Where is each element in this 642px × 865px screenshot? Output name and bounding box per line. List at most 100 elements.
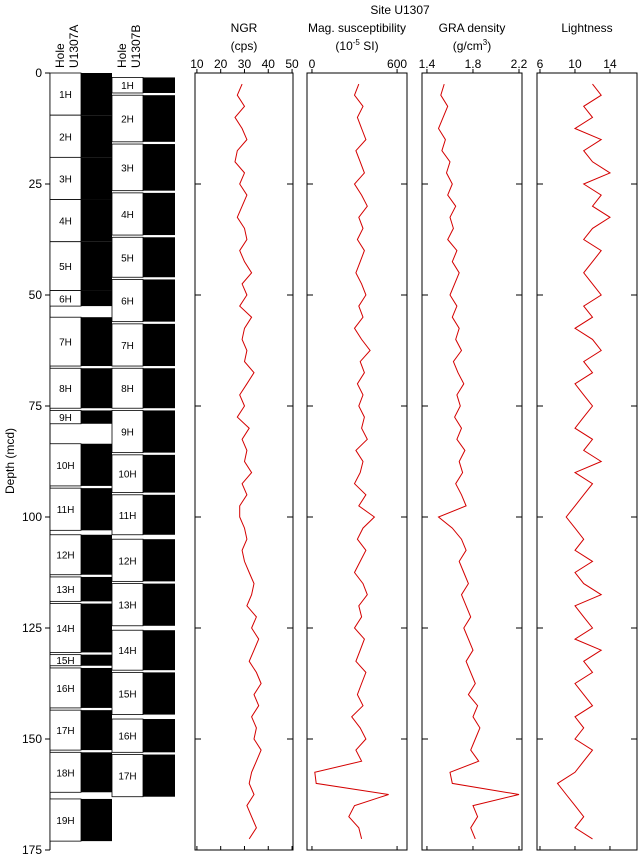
- hole-header: U1307A: [67, 25, 81, 68]
- core-box: [111, 629, 144, 671]
- core-recovery: [81, 576, 112, 602]
- core-box: [111, 323, 144, 367]
- core-label: 5H: [59, 262, 72, 273]
- core-recovery: [143, 77, 175, 93]
- core-recovery: [143, 323, 175, 367]
- core-label: 6H: [121, 297, 134, 308]
- log-curve: [556, 83, 612, 840]
- core: 7H: [111, 323, 175, 367]
- core-recovery: [81, 73, 112, 116]
- core-recovery: [81, 368, 112, 409]
- core: 14H: [111, 629, 175, 671]
- core: 17H: [49, 709, 112, 751]
- unit-part: (g/cm: [453, 39, 483, 53]
- x-tick-label: 1.4: [419, 57, 436, 71]
- core: 16H: [49, 667, 112, 709]
- core-recovery: [143, 192, 175, 236]
- core: 4H: [49, 199, 112, 243]
- hole-header: Hole: [53, 43, 67, 68]
- core-recovery: [81, 241, 112, 291]
- core-recovery: [143, 754, 175, 797]
- core: 13H: [49, 576, 112, 602]
- core-label: 10H: [56, 461, 74, 472]
- core-label: 1H: [121, 81, 134, 92]
- core-label: 5H: [121, 253, 134, 264]
- core-recovery: [143, 719, 175, 753]
- core-label: 18H: [56, 768, 74, 779]
- log-curve: [314, 83, 389, 840]
- core-label: 7H: [59, 338, 72, 349]
- core-label: 15H: [56, 656, 74, 667]
- core-label: 19H: [56, 816, 74, 827]
- unit-part: SI): [360, 39, 379, 53]
- core: 6H: [111, 279, 175, 323]
- core-label: 14H: [56, 624, 74, 635]
- core-label: 11H: [119, 511, 137, 522]
- core-label: 13H: [118, 601, 136, 612]
- y-tick-label: 75: [29, 399, 43, 413]
- core: 16H: [111, 718, 175, 753]
- chart-title: Site U1307: [370, 3, 430, 17]
- core-recovery: [143, 279, 175, 322]
- core-label: 6H: [59, 294, 72, 305]
- core-recovery: [81, 654, 112, 666]
- core: 12H: [49, 534, 112, 576]
- unit-part: 3: [483, 38, 488, 47]
- core: 6H: [49, 290, 112, 307]
- log-curve: [234, 83, 262, 840]
- track-title: Lightness: [561, 21, 612, 35]
- track-frame: [306, 72, 408, 851]
- log-curve: [437, 83, 520, 840]
- core: 10H: [111, 454, 175, 493]
- core-recovery: [143, 237, 175, 278]
- core-recovery: [143, 583, 175, 626]
- core-recovery: [81, 667, 112, 708]
- core-recovery: [81, 752, 112, 793]
- core: 3H: [49, 156, 112, 200]
- core-box: [49, 603, 82, 653]
- y-axis-label: Depth (mcd): [3, 428, 17, 494]
- core-box: [111, 538, 144, 582]
- core: 12H: [111, 538, 175, 582]
- core-label: 1H: [59, 90, 72, 101]
- core: 1H: [49, 72, 112, 116]
- track-unit: (g/cm3): [453, 38, 491, 53]
- y-tick-label: 50: [29, 288, 43, 302]
- core: 15H: [111, 672, 175, 715]
- core: 4H: [111, 192, 175, 236]
- core-label: 2H: [59, 132, 72, 143]
- y-tick-label: 25: [29, 177, 43, 191]
- x-tick-label: 40: [262, 57, 276, 71]
- unit-part: (10: [335, 39, 353, 53]
- core-recovery: [81, 199, 112, 242]
- core-box: [111, 454, 144, 493]
- core-recovery: [143, 95, 175, 142]
- core-box: [111, 754, 144, 798]
- core-box: [49, 443, 82, 487]
- core-recovery: [143, 454, 175, 493]
- core: 11H: [49, 487, 112, 531]
- core-box: [111, 672, 144, 715]
- core-recovery: [81, 157, 112, 200]
- core-box: [111, 367, 144, 409]
- core: 2H: [111, 94, 175, 143]
- core-label: 15H: [118, 689, 136, 700]
- x-tick-label: 20: [214, 57, 228, 71]
- x-tick-label: 600: [387, 57, 407, 71]
- x-tick-label: 30: [238, 57, 252, 71]
- x-tick-label: 10: [190, 57, 204, 71]
- core-label: 17H: [56, 726, 74, 737]
- core: 8H: [49, 367, 112, 409]
- core-recovery: [143, 672, 175, 715]
- track-frame: [421, 72, 523, 851]
- x-tick-label: 6: [537, 57, 544, 71]
- x-tick-label: 10: [568, 57, 582, 71]
- core: 8H: [111, 367, 175, 409]
- core-label: 17H: [118, 772, 136, 783]
- core-recovery: [81, 115, 112, 158]
- core-recovery: [143, 144, 175, 191]
- core-label: 16H: [56, 684, 74, 695]
- core-recovery: [81, 290, 112, 307]
- core-recovery: [81, 488, 112, 531]
- y-tick-label: 100: [22, 510, 42, 524]
